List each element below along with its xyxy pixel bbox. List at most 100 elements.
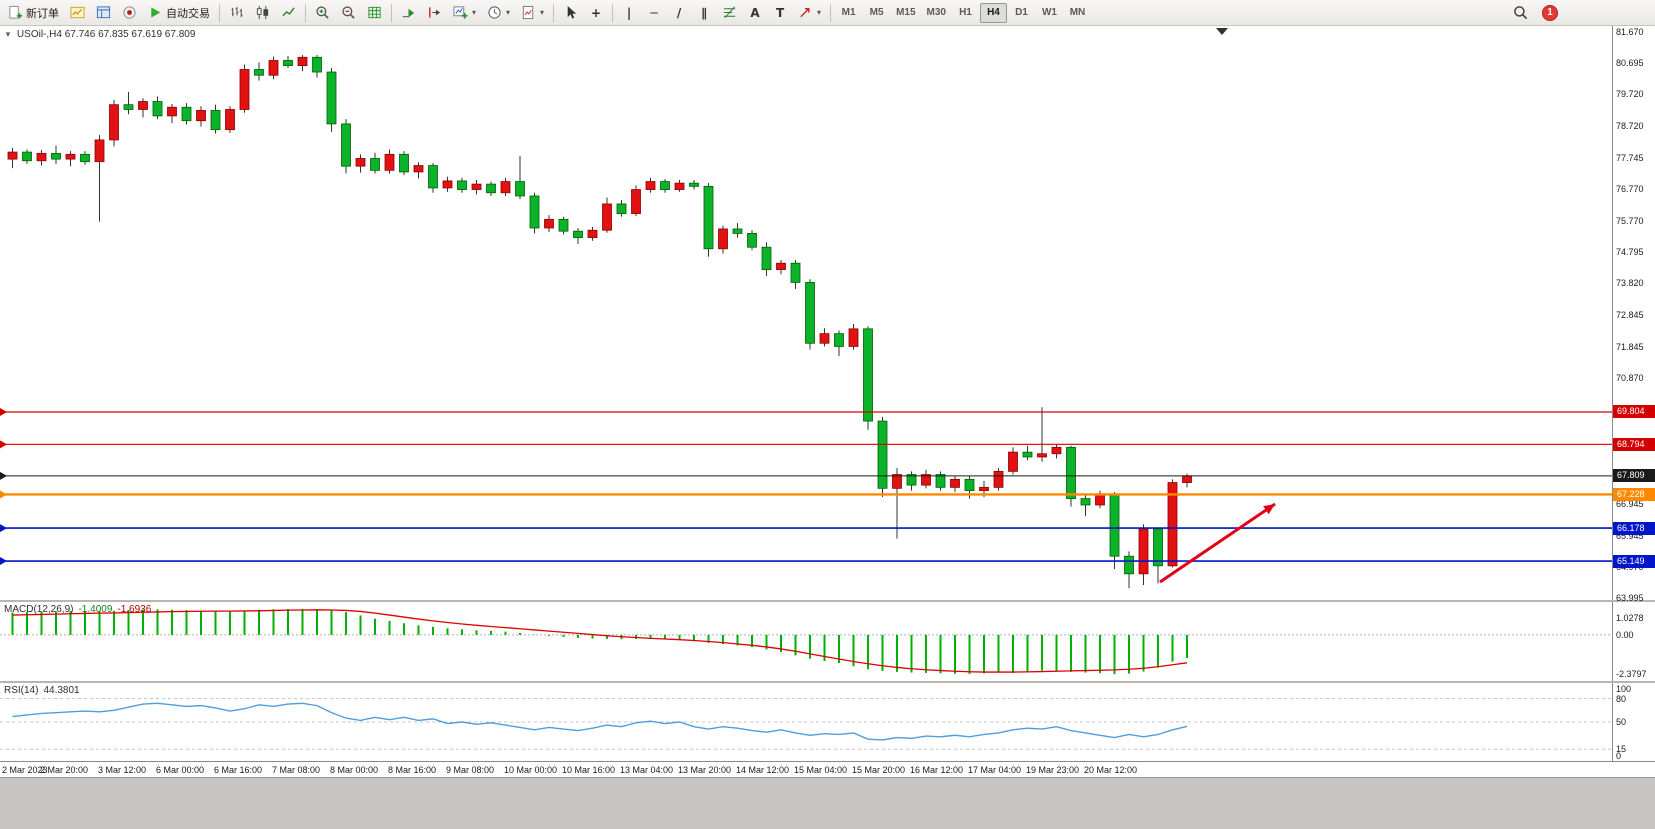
candle-body [225, 109, 235, 131]
trend-arrow-head [1263, 504, 1275, 515]
toolbar-separator [391, 3, 392, 22]
price-axis-label: 77.745 [1616, 152, 1644, 163]
candle-body [297, 56, 308, 67]
vertical-line-button[interactable]: | [617, 2, 641, 24]
market-watch-button[interactable] [91, 2, 116, 24]
chevron-down-icon: ▾ [506, 8, 511, 17]
notification-badge[interactable]: 1 [1542, 4, 1558, 21]
periods-button[interactable]: ▾ [482, 2, 515, 24]
cursor-icon [567, 5, 577, 19]
horizontal-line-button[interactable]: ─ [642, 2, 666, 24]
candle-body [660, 181, 670, 190]
time-axis-label: 8 Mar 16:00 [388, 765, 437, 775]
candle-body [616, 203, 627, 214]
candle-body [312, 56, 322, 73]
macd-axis-label: 0.00 [1616, 629, 1634, 640]
price-axis-label: 70.870 [1616, 372, 1644, 383]
time-axis-label: 6 Mar 00:00 [156, 765, 205, 775]
crosshair-button[interactable]: + [584, 2, 608, 24]
macd-axis[interactable]: 1.0278 0.00 -2.3797 [1612, 602, 1655, 681]
candle-body [645, 181, 656, 190]
candle-body [384, 153, 395, 171]
one-click-trading-toggle[interactable]: ▼ [4, 30, 12, 39]
timeframe-w1-button[interactable]: W1 [1036, 3, 1063, 23]
candle-body [631, 189, 641, 214]
fibonacci-button[interactable] [717, 2, 742, 24]
timeframe-m1-button[interactable]: M1 [835, 3, 862, 23]
panel-separator[interactable] [0, 681, 1655, 683]
timeframe-mn-button[interactable]: MN [1064, 3, 1091, 23]
macd-plot[interactable]: MACD(12,26,9) -1.4009 -1.6936 [0, 602, 1612, 681]
price-axis[interactable]: 69.804 68.794 67.809 67.228 66.178 65.149 81.6… [1612, 26, 1655, 603]
indicators-button[interactable]: ▾ [448, 2, 481, 24]
timeframe-m5-button[interactable]: M5 [863, 3, 890, 23]
price-level-badge: 65.149 [1613, 554, 1655, 568]
chart-shift-marker[interactable] [1216, 28, 1228, 35]
zoom-out-button[interactable] [336, 2, 361, 24]
candle-body [80, 153, 90, 163]
candle-body [587, 229, 598, 238]
candle-body [1167, 482, 1178, 567]
candle-body [1022, 451, 1033, 458]
timeframe-h4-button[interactable]: H4 [979, 2, 1007, 23]
text-button[interactable]: A [743, 2, 767, 24]
chart-window-button[interactable] [65, 2, 90, 24]
timeframe-h1-button[interactable]: H1 [952, 3, 979, 23]
main-chart-plot[interactable]: ▼ USOil-,H4 67.746 67.835 67.619 67.809 [0, 26, 1612, 600]
candle-body [239, 69, 250, 110]
timeframe-m15-button[interactable]: M15 [891, 3, 920, 23]
candlestick-chart-icon [256, 5, 269, 20]
timeframe-m30-button[interactable]: M30 [922, 3, 951, 23]
search-button[interactable] [1508, 2, 1533, 24]
time-axis[interactable]: 2 Mar 2023 2 Mar 20:00 3 Mar 12:00 6 Mar 00… [0, 761, 1655, 777]
price-level-badge: 68.794 [1613, 437, 1655, 451]
candle-body [790, 262, 801, 283]
candle-body [1124, 555, 1134, 575]
trend-arrow-annotation[interactable] [1159, 502, 1276, 584]
candle-body [950, 478, 960, 488]
grid-icon [368, 6, 381, 19]
candle-body [36, 152, 47, 162]
candle-body [718, 228, 728, 250]
time-axis-label: 3 Mar 12:00 [98, 765, 147, 775]
candle-body [993, 470, 1004, 488]
rsi-plot[interactable]: RSI(14) 44.3801 [0, 683, 1612, 761]
toolbar: 新订单 自动交易 [0, 0, 1655, 26]
candle-body [138, 101, 148, 110]
autoscroll-button[interactable] [396, 2, 421, 24]
time-axis-label: 14 Mar 12:00 [736, 765, 790, 775]
line-chart-button[interactable] [276, 2, 301, 24]
candlestick-chart-button[interactable] [250, 2, 275, 24]
candle-body [181, 106, 192, 122]
community-button[interactable] [117, 2, 142, 24]
macd-signal-value: -1.6936 [117, 604, 152, 615]
shapes-button[interactable]: ▾ [793, 2, 826, 24]
price-level-badge: 66.178 [1613, 521, 1655, 535]
bars-chart-button[interactable] [224, 2, 249, 24]
chart-shift-button[interactable] [422, 2, 447, 24]
candle-body [1051, 446, 1062, 455]
candle-body [268, 60, 279, 76]
time-axis-label: 10 Mar 00:00 [504, 765, 558, 775]
level-left-marker [0, 440, 7, 449]
cursor-button[interactable] [558, 2, 583, 24]
new-order-button[interactable]: 新订单 [3, 2, 64, 24]
label-button[interactable]: T [768, 2, 792, 24]
chevron-down-icon: ▾ [472, 8, 477, 17]
zoom-in-button[interactable] [310, 2, 335, 24]
templates-button[interactable]: ▾ [516, 2, 549, 24]
candle-body [210, 110, 221, 131]
trendline-button[interactable]: / [667, 2, 691, 24]
candle-body [486, 183, 496, 194]
candle-body [109, 104, 119, 141]
price-axis-label: 78.720 [1616, 121, 1644, 132]
autotrading-button[interactable]: 自动交易 [143, 2, 215, 24]
panel-separator[interactable] [0, 600, 1655, 602]
channel-button[interactable]: ∥ [692, 2, 716, 24]
grid-button[interactable] [362, 2, 387, 24]
candle-body [935, 474, 946, 488]
timeframe-d1-button[interactable]: D1 [1008, 3, 1035, 23]
level-left-marker [0, 524, 7, 533]
time-axis-label: 2 Mar 20:00 [40, 765, 89, 775]
rsi-axis[interactable]: 100 80 50 15 0 [1612, 683, 1655, 761]
